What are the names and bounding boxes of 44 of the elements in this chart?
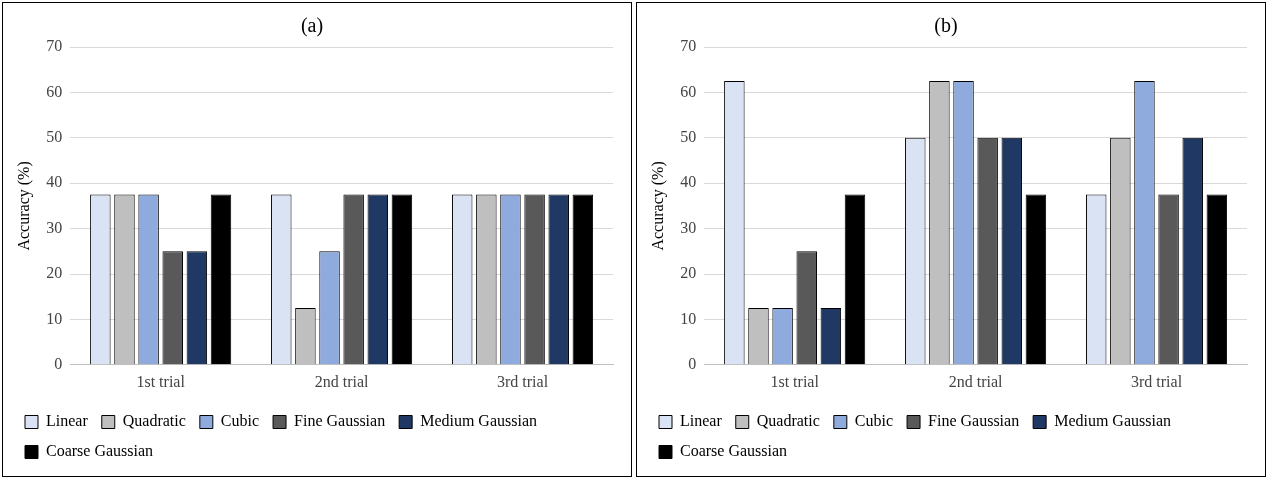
y-tick-label: 10	[680, 309, 697, 327]
x-tick-label: 2nd trial	[948, 372, 1004, 390]
y-tick-label: 40	[46, 173, 63, 191]
y-tick-label: 70	[680, 37, 697, 55]
legend-label: Quadratic	[122, 412, 186, 430]
bar	[1025, 194, 1047, 365]
legend-label: Coarse Gaussian	[680, 442, 788, 460]
legend-label: Cubic	[220, 412, 260, 430]
y-tick-label: 0	[54, 355, 63, 372]
y-axis-title: Accuracy (%)	[648, 161, 667, 251]
y-tick-label: 10	[46, 309, 63, 327]
y-tick-label: 60	[46, 82, 63, 100]
bar	[391, 194, 413, 365]
legend-label: Medium Gaussian	[420, 412, 538, 430]
y-tick-label: 70	[46, 37, 63, 55]
legend-label: Fine Gaussian	[928, 412, 1020, 430]
bar	[572, 194, 594, 365]
legend-label: Linear	[46, 412, 89, 430]
chart-title: (b)	[934, 14, 958, 38]
y-tick-label: 60	[680, 82, 697, 100]
legend-label: Medium Gaussian	[1054, 412, 1172, 430]
legend-label: Coarse Gaussian	[46, 442, 154, 460]
legend-label: Linear	[680, 412, 723, 430]
x-tick-label: 3rd trial	[1130, 372, 1183, 390]
bar	[844, 194, 866, 365]
y-tick-label: 30	[46, 218, 63, 236]
x-tick-label: 1st trial	[770, 372, 820, 390]
y-tick-label: 30	[680, 218, 697, 236]
y-tick-label: 0	[688, 355, 697, 372]
bar	[1206, 194, 1228, 365]
y-tick-label: 20	[680, 264, 697, 282]
y-tick-label: 50	[680, 128, 697, 145]
legend-label: Cubic	[854, 412, 894, 430]
x-tick-label: 2nd trial	[314, 372, 370, 390]
y-tick-label: 20	[46, 264, 63, 282]
y-tick-label: 40	[680, 173, 697, 191]
x-tick-label: 1st trial	[136, 372, 186, 390]
chart-title: (a)	[300, 14, 324, 38]
legend-label: Fine Gaussian	[294, 412, 386, 430]
legend-label: Quadratic	[756, 412, 820, 430]
y-tick-label: 50	[46, 128, 63, 145]
x-tick-label: 3rd trial	[496, 372, 549, 390]
bar	[210, 194, 232, 365]
y-axis-title: Accuracy (%)	[14, 161, 33, 251]
